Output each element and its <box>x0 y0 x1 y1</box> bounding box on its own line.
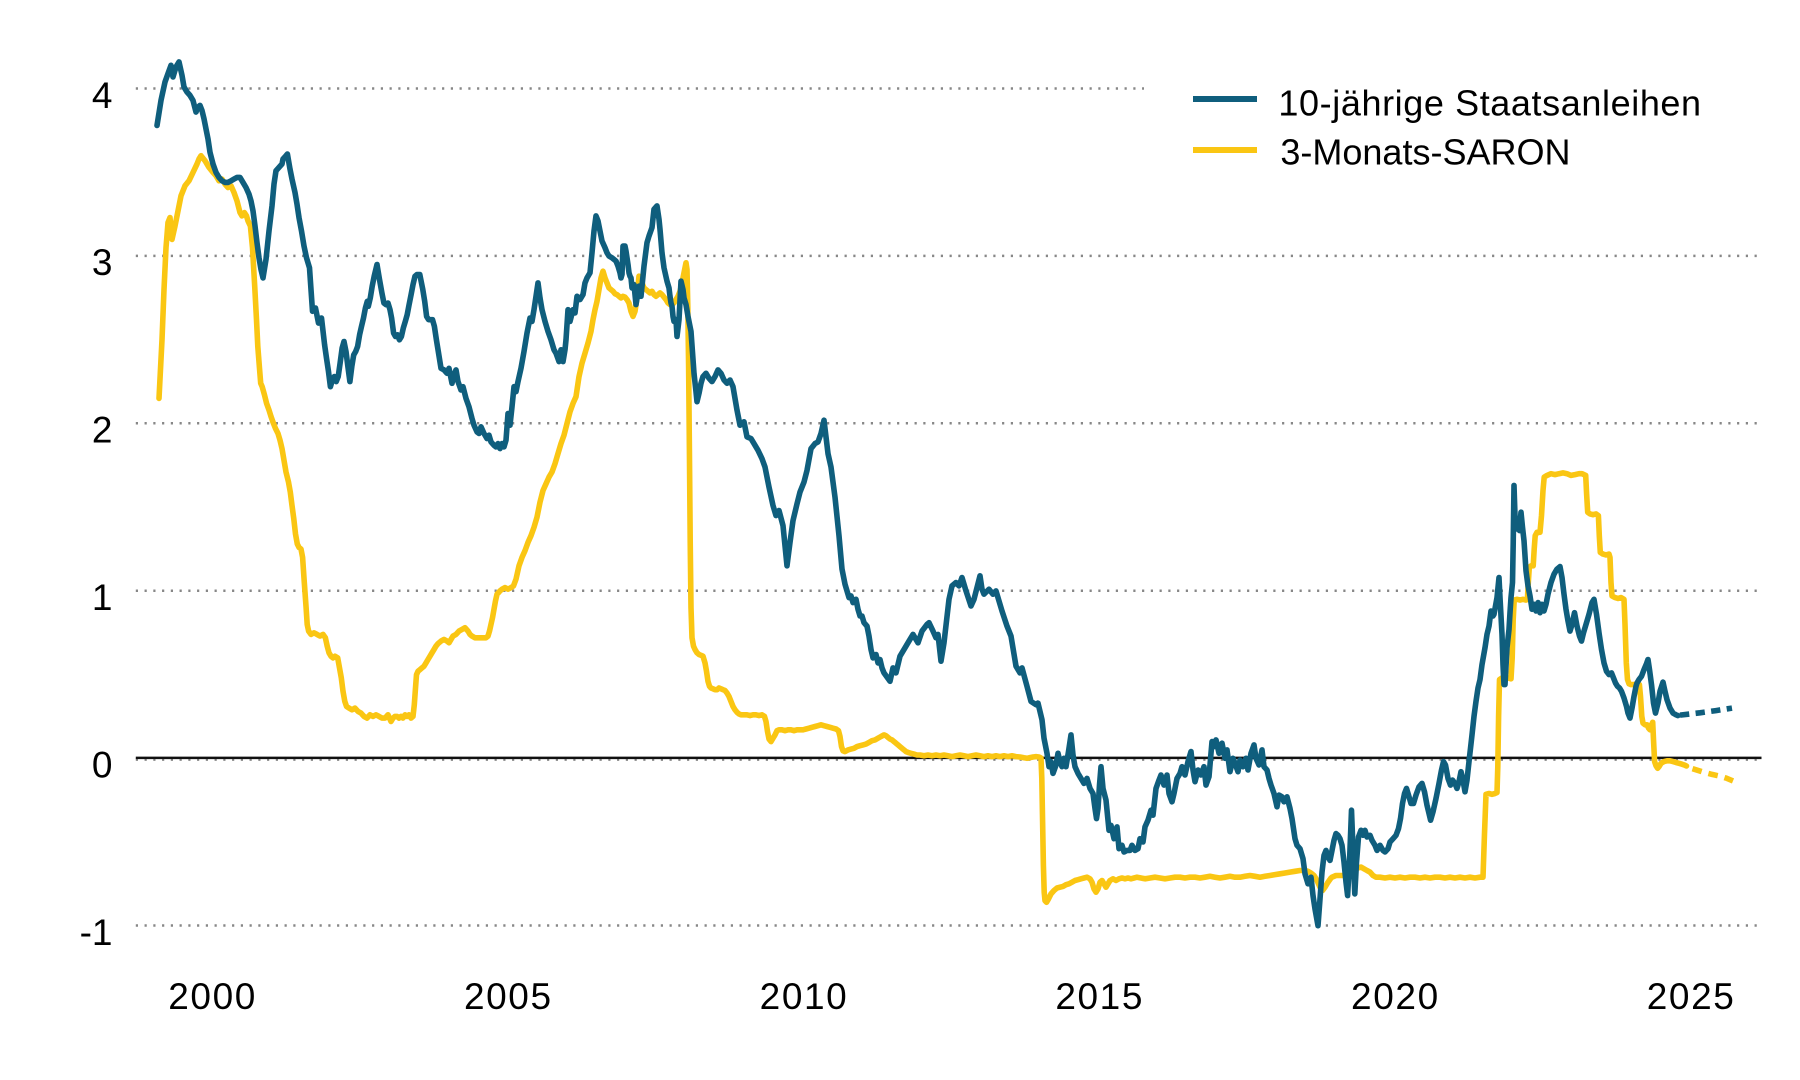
svg-text:2025: 2025 <box>1647 976 1736 1017</box>
svg-text:2010: 2010 <box>760 976 849 1017</box>
svg-text:-1: -1 <box>80 912 113 953</box>
svg-text:2020: 2020 <box>1351 976 1440 1017</box>
svg-text:2015: 2015 <box>1055 976 1144 1017</box>
svg-text:10-jährige Staatsanleihen: 10-jährige Staatsanleihen <box>1278 82 1701 123</box>
svg-text:2000: 2000 <box>168 976 257 1017</box>
svg-text:2: 2 <box>92 410 113 451</box>
svg-text:1: 1 <box>92 577 113 618</box>
svg-text:2005: 2005 <box>464 976 553 1017</box>
svg-text:0: 0 <box>92 744 113 785</box>
svg-text:3-Monats-SARON: 3-Monats-SARON <box>1280 131 1570 172</box>
svg-text:3: 3 <box>92 242 113 283</box>
svg-text:4: 4 <box>92 75 113 116</box>
